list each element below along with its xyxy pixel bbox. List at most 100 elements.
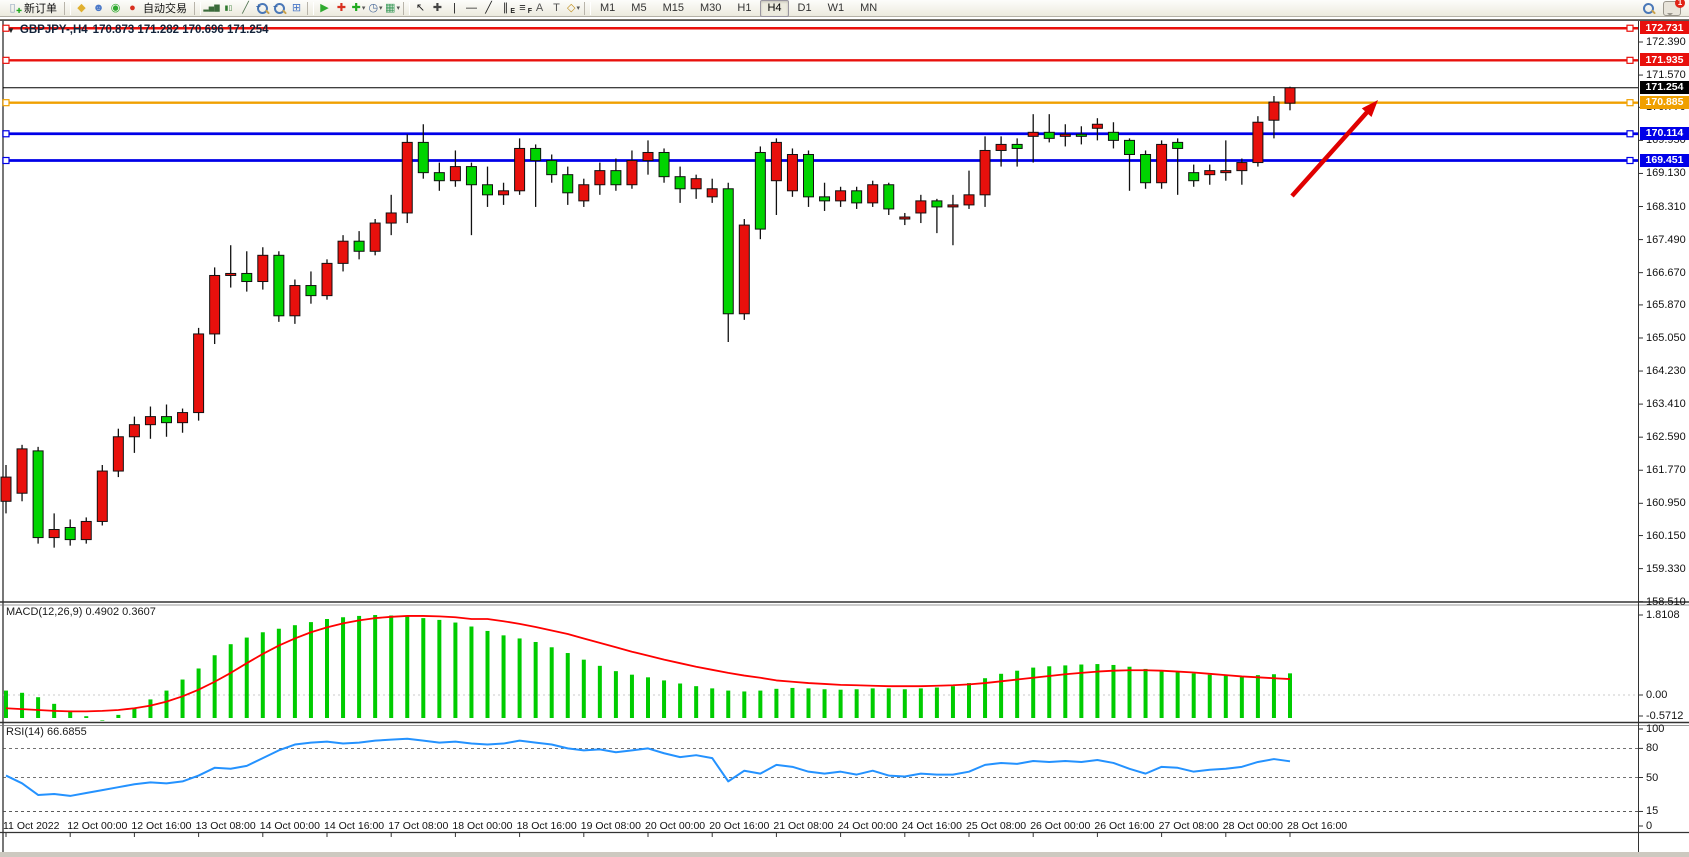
candle-bullish[interactable] [0,476,12,502]
candle-bullish[interactable] [642,151,654,162]
candle-bearish[interactable] [465,166,477,186]
candle-bullish[interactable] [16,448,28,494]
candle-bullish[interactable] [337,240,349,264]
market-watch-icon[interactable]: ◉ [110,1,121,14]
candle-bearish[interactable] [32,450,44,539]
fibonacci-icon[interactable]: ≡ F [519,1,532,15]
candle-bullish[interactable] [1059,133,1071,137]
autotrade-button[interactable]: 自动交易 [141,1,192,16]
candle-bullish[interactable] [1156,143,1168,184]
candle-bearish[interactable] [803,153,814,198]
new-order-icon[interactable]: ▯ ✚ [9,1,22,15]
strategy-test-icon[interactable]: ▶ [320,1,329,14]
line-handle[interactable] [1626,156,1634,165]
new-order-button[interactable]: ▯ ✚ 新订单 [2,1,62,16]
zoom-in-icon[interactable]: + [254,1,271,16]
candle-bullish[interactable] [257,254,269,283]
candle-bullish[interactable] [1252,121,1264,164]
candle-bullish[interactable] [867,184,879,204]
horizontal-line-icon[interactable]: — [466,1,477,14]
tile-windows-icon[interactable]: ⊞ [291,1,302,14]
timeframe-button-m5[interactable]: M5 [631,1,647,14]
candle-bearish[interactable] [305,285,317,297]
candle-bearish[interactable] [1011,143,1023,149]
candle-bullish[interactable] [1268,101,1280,121]
candle-bullish[interactable] [112,436,124,472]
candle-bullish[interactable] [979,149,991,196]
autotrade-icon[interactable]: ● [129,1,136,14]
candle-bearish[interactable] [722,188,734,315]
candle-bullish[interactable] [915,200,927,214]
search-icon[interactable] [1642,2,1655,15]
timeframe-button-m15[interactable]: M15 [662,1,684,14]
candle-bearish[interactable] [674,176,686,190]
line-handle[interactable] [1626,24,1634,32]
candle-bullish[interactable] [449,166,461,182]
candle-bullish[interactable] [1284,87,1296,104]
chevron-down-icon[interactable]: ▼ [7,25,15,35]
candle-bearish[interactable] [433,172,445,182]
candle-bearish[interactable] [482,184,493,196]
text-icon[interactable]: A [535,1,544,14]
candle-bearish[interactable] [1107,131,1119,141]
timeframe-button-h1[interactable]: H1 [737,1,752,14]
line-handle[interactable] [1626,56,1634,64]
candle-bearish[interactable] [530,147,542,162]
candle-bearish[interactable] [273,254,285,317]
candle-bearish[interactable] [1075,133,1087,137]
timeframe-button-mn[interactable]: MN [860,1,878,14]
candle-bullish[interactable] [385,212,397,224]
candle-bullish[interactable] [144,416,156,426]
cursor-icon[interactable]: ↖ [415,1,426,14]
candle-bullish[interactable] [1027,131,1039,137]
line-handle[interactable] [1626,99,1634,107]
candle-bullish[interactable] [401,141,413,214]
candle-bullish[interactable] [193,333,205,414]
candle-bullish[interactable] [578,184,590,202]
line-chart-icon[interactable]: ╱ [242,1,249,14]
candle-bullish[interactable] [289,285,301,317]
trend-arrow[interactable] [1290,108,1372,198]
add-object-icon[interactable]: ✚ ▾ [351,1,366,14]
candle-bullish[interactable] [1091,123,1103,129]
candle-bearish[interactable] [610,170,622,186]
line-handle[interactable] [2,130,10,138]
candle-bullish[interactable] [738,224,750,315]
candle-bearish[interactable] [546,160,558,176]
candle-bullish[interactable] [177,412,189,424]
line-handle[interactable] [2,24,10,32]
candle-bearish[interactable] [1188,172,1200,182]
candle-bullish[interactable] [835,190,847,202]
chart-canvas[interactable] [0,18,1689,852]
candle-bullish[interactable] [128,424,140,438]
candle-bearish[interactable] [161,416,172,424]
arrows-icon[interactable]: ◇ ▾ [567,1,580,14]
timeframe-button-w1[interactable]: W1 [827,1,845,14]
candle-bullish[interactable] [321,262,333,297]
line-handle[interactable] [2,99,10,107]
candle-bearish[interactable] [883,184,895,210]
candle-bearish[interactable] [64,526,76,541]
equidistant-channel-icon[interactable]: ∥ E [502,1,515,15]
candle-bearish[interactable] [851,190,863,204]
candle-bullish[interactable] [1236,162,1248,172]
candle-bearish[interactable] [417,141,429,174]
trend-arrow-head[interactable] [1361,100,1378,117]
candle-bullish[interactable] [225,272,237,276]
candle-bearish[interactable] [658,151,670,178]
indicators-icon[interactable]: ▦ ▾ [385,1,400,14]
timeframe-button-h4[interactable]: H4 [760,0,789,17]
candle-bullish[interactable] [1220,170,1232,174]
candle-bullish[interactable] [369,222,381,252]
text-label-icon[interactable]: T [553,1,560,14]
timeframe-button-m30[interactable]: M30 [699,1,722,14]
line-handle[interactable] [2,156,10,165]
candle-bullish[interactable] [514,147,526,192]
trendline-icon[interactable]: ╱ [485,1,492,14]
candle-bearish[interactable] [754,151,766,230]
candle-bullish[interactable] [1204,170,1216,176]
line-handle[interactable] [1626,130,1634,138]
chat-icon[interactable]: 1 [1663,0,1685,16]
candle-bullish[interactable] [96,470,108,522]
candle-bearish[interactable] [562,174,574,194]
